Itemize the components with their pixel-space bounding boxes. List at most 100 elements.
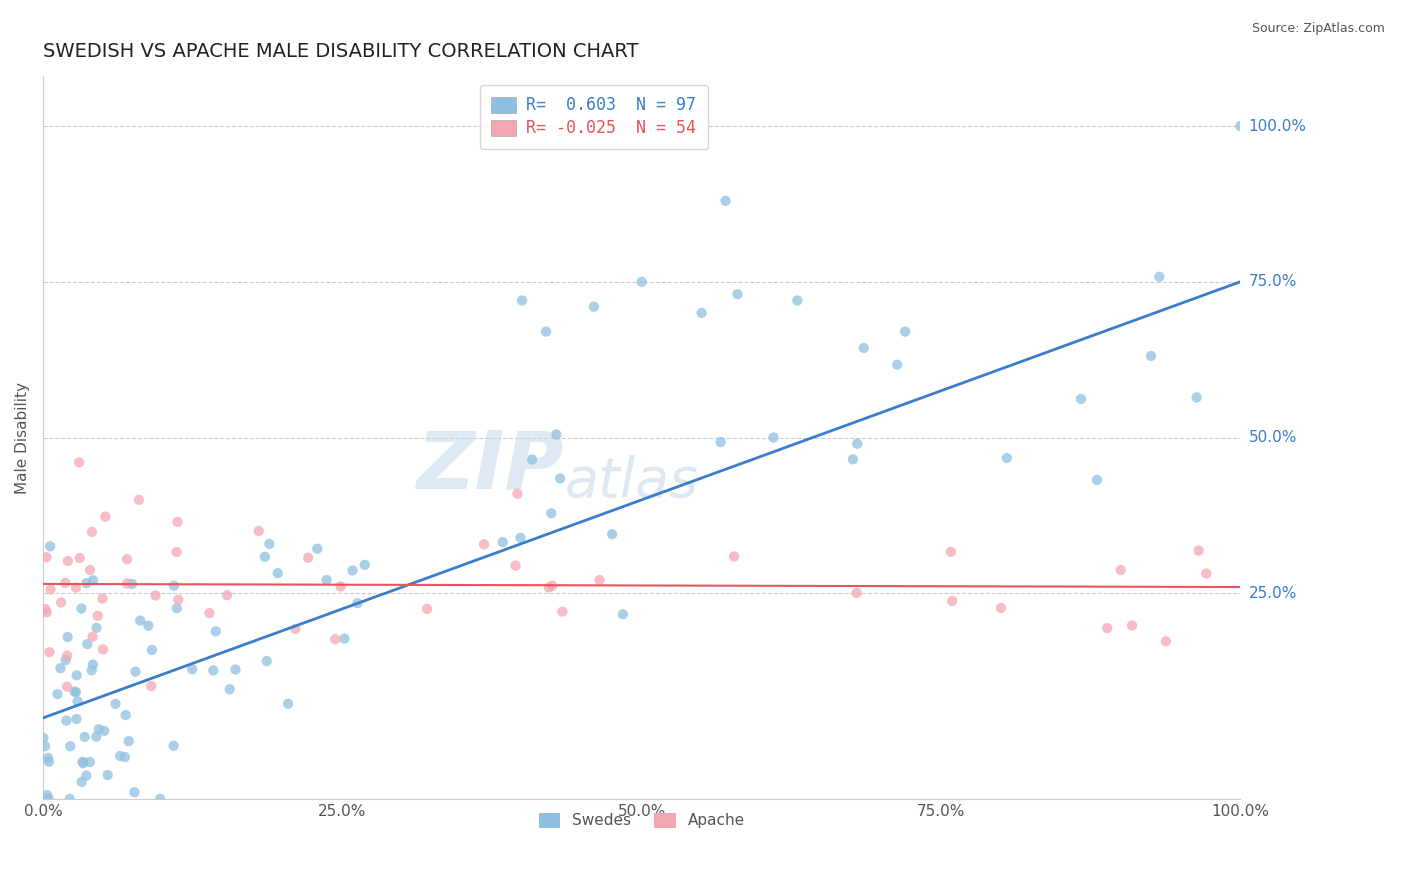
Point bbox=[541, 579, 564, 593]
Point bbox=[69, 551, 91, 566]
Point bbox=[1195, 566, 1218, 581]
Point bbox=[166, 601, 188, 615]
Point bbox=[55, 653, 77, 667]
Point bbox=[307, 541, 329, 556]
Point bbox=[1109, 563, 1132, 577]
Point bbox=[70, 601, 93, 615]
Point bbox=[163, 739, 186, 753]
Point bbox=[80, 663, 103, 677]
Point bbox=[1140, 349, 1163, 363]
Point bbox=[55, 714, 77, 728]
Point bbox=[72, 755, 94, 769]
Point bbox=[205, 624, 228, 639]
Point bbox=[114, 750, 136, 764]
Y-axis label: Male Disability: Male Disability bbox=[15, 382, 30, 493]
Point bbox=[86, 730, 108, 744]
Point bbox=[727, 287, 749, 301]
Point bbox=[79, 755, 101, 769]
Point bbox=[329, 579, 352, 593]
Point bbox=[138, 618, 160, 632]
Text: 50.0%: 50.0% bbox=[1249, 430, 1296, 445]
Point bbox=[472, 537, 495, 551]
Point bbox=[416, 602, 439, 616]
Point bbox=[939, 545, 962, 559]
Point bbox=[510, 293, 533, 308]
Point bbox=[91, 642, 114, 657]
Text: 100.0%: 100.0% bbox=[1249, 119, 1306, 134]
Point bbox=[218, 682, 240, 697]
Point bbox=[941, 594, 963, 608]
Point bbox=[34, 602, 56, 616]
Point bbox=[247, 524, 270, 538]
Point bbox=[894, 325, 917, 339]
Point bbox=[108, 749, 131, 764]
Point bbox=[1149, 269, 1171, 284]
Point bbox=[79, 563, 101, 577]
Point bbox=[990, 601, 1012, 615]
Point bbox=[714, 194, 737, 208]
Point bbox=[253, 549, 276, 564]
Point bbox=[59, 739, 82, 754]
Point bbox=[124, 665, 146, 679]
Point bbox=[284, 622, 307, 636]
Point bbox=[115, 552, 138, 566]
Point bbox=[215, 588, 238, 602]
Point bbox=[37, 788, 59, 802]
Point bbox=[87, 723, 110, 737]
Point bbox=[506, 487, 529, 501]
Point bbox=[259, 537, 281, 551]
Point bbox=[82, 630, 104, 644]
Point bbox=[267, 566, 290, 581]
Point bbox=[630, 275, 652, 289]
Point bbox=[149, 792, 172, 806]
Point bbox=[551, 605, 574, 619]
Text: atlas: atlas bbox=[565, 454, 699, 508]
Point bbox=[198, 606, 221, 620]
Point bbox=[167, 592, 190, 607]
Point bbox=[492, 535, 515, 549]
Point bbox=[546, 427, 568, 442]
Point bbox=[548, 471, 571, 485]
Point bbox=[65, 685, 87, 699]
Legend: Swedes, Apache: Swedes, Apache bbox=[533, 806, 751, 835]
Point bbox=[342, 563, 364, 577]
Point bbox=[124, 785, 146, 799]
Point bbox=[1154, 634, 1177, 648]
Point bbox=[65, 581, 87, 595]
Point bbox=[141, 679, 163, 693]
Point bbox=[166, 545, 188, 559]
Point bbox=[56, 630, 79, 644]
Point bbox=[323, 632, 346, 647]
Point bbox=[846, 436, 869, 450]
Point bbox=[762, 430, 785, 444]
Point bbox=[66, 668, 89, 682]
Point bbox=[76, 576, 98, 591]
Point bbox=[588, 573, 610, 587]
Point bbox=[32, 731, 55, 745]
Point bbox=[94, 509, 117, 524]
Point bbox=[537, 581, 560, 595]
Point bbox=[35, 550, 58, 565]
Point bbox=[121, 577, 143, 591]
Point bbox=[38, 792, 60, 806]
Point bbox=[256, 654, 278, 668]
Text: 75.0%: 75.0% bbox=[1249, 274, 1296, 289]
Point bbox=[80, 524, 103, 539]
Point bbox=[1070, 392, 1092, 406]
Point bbox=[65, 712, 87, 726]
Point bbox=[1097, 621, 1119, 635]
Point bbox=[67, 455, 90, 469]
Point bbox=[505, 558, 527, 573]
Point bbox=[723, 549, 745, 564]
Point bbox=[710, 435, 733, 450]
Point bbox=[82, 657, 104, 672]
Point bbox=[1085, 473, 1108, 487]
Point bbox=[49, 661, 72, 675]
Point bbox=[520, 452, 543, 467]
Point bbox=[353, 558, 375, 572]
Point bbox=[34, 739, 56, 753]
Point bbox=[346, 596, 368, 610]
Point bbox=[115, 576, 138, 591]
Point bbox=[56, 648, 79, 663]
Point bbox=[1229, 119, 1251, 133]
